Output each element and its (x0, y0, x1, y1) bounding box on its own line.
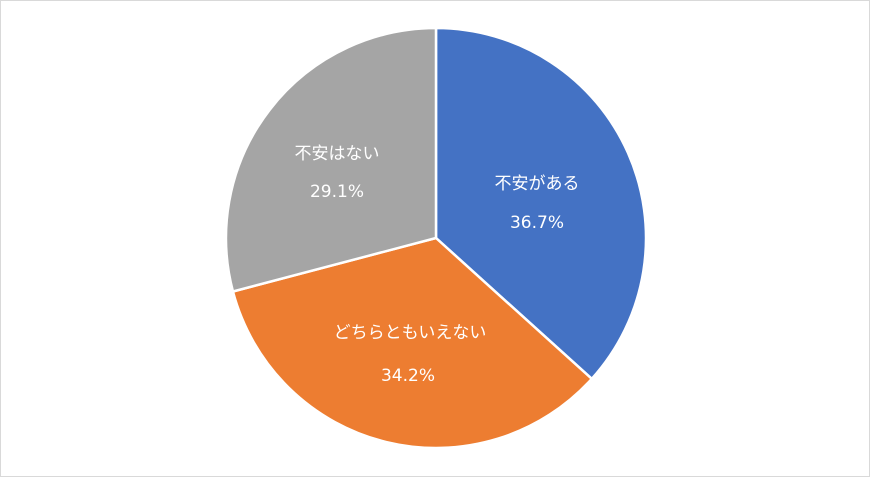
slice-label-1: どちらともいえない (334, 323, 487, 343)
pie-slice-0 (434, 26, 648, 381)
pie-slice-1 (231, 236, 594, 450)
pie-slice-2 (224, 26, 438, 293)
slice-value-1: 34.2% (381, 366, 435, 386)
slice-value-2: 29.1% (310, 182, 364, 202)
slice-label-2: 不安はない (295, 144, 380, 164)
slice-label-0: 不安がある (495, 174, 580, 194)
slice-value-0: 36.7% (510, 213, 564, 233)
